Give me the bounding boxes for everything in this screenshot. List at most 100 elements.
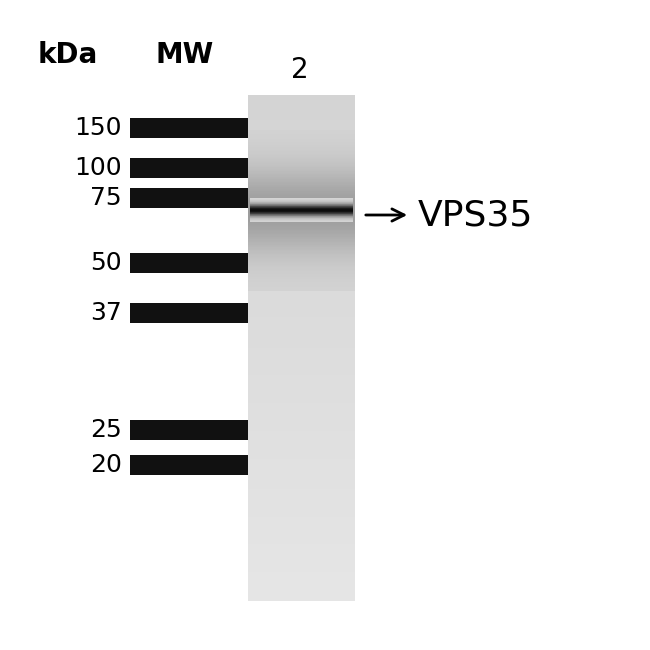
- Bar: [248, 229, 355, 232]
- Bar: [250, 217, 353, 218]
- Bar: [248, 540, 355, 542]
- Bar: [248, 280, 355, 282]
- Text: 25: 25: [90, 418, 122, 442]
- Bar: [248, 176, 355, 179]
- Bar: [130, 455, 248, 475]
- Bar: [130, 253, 248, 273]
- Bar: [250, 204, 353, 205]
- Bar: [248, 138, 355, 141]
- Bar: [250, 210, 353, 211]
- Bar: [248, 285, 355, 287]
- Bar: [248, 388, 355, 391]
- Bar: [130, 303, 248, 323]
- Bar: [248, 504, 355, 507]
- Bar: [248, 257, 355, 259]
- Bar: [248, 309, 355, 313]
- Bar: [248, 207, 355, 209]
- Bar: [248, 179, 355, 181]
- Bar: [248, 131, 355, 133]
- Bar: [130, 158, 248, 178]
- Bar: [248, 230, 355, 232]
- Bar: [248, 149, 355, 151]
- Bar: [248, 292, 355, 295]
- Bar: [248, 266, 355, 270]
- Bar: [250, 216, 353, 217]
- Bar: [248, 187, 355, 189]
- Bar: [250, 200, 353, 201]
- Bar: [248, 265, 355, 266]
- Bar: [248, 474, 355, 477]
- Bar: [248, 166, 355, 168]
- Bar: [248, 506, 355, 510]
- Bar: [248, 276, 355, 277]
- Bar: [248, 294, 355, 298]
- Bar: [248, 469, 355, 472]
- Bar: [248, 426, 355, 429]
- Text: 20: 20: [90, 453, 122, 477]
- Bar: [248, 233, 355, 235]
- Bar: [248, 438, 355, 441]
- Bar: [248, 194, 355, 196]
- Bar: [248, 545, 355, 547]
- Bar: [248, 142, 355, 144]
- Bar: [250, 207, 353, 208]
- Bar: [248, 186, 355, 189]
- Bar: [248, 456, 355, 459]
- Bar: [248, 259, 355, 262]
- Bar: [248, 200, 355, 201]
- Bar: [248, 282, 355, 285]
- Bar: [248, 532, 355, 535]
- Bar: [248, 254, 355, 256]
- Bar: [248, 168, 355, 170]
- Bar: [248, 167, 355, 169]
- Bar: [248, 125, 355, 128]
- Bar: [248, 163, 355, 166]
- Bar: [248, 411, 355, 413]
- Bar: [248, 267, 355, 269]
- Bar: [248, 209, 355, 211]
- Bar: [248, 358, 355, 361]
- Bar: [248, 148, 355, 151]
- Bar: [250, 221, 353, 222]
- Bar: [248, 443, 355, 447]
- Bar: [248, 95, 355, 98]
- Bar: [248, 234, 355, 236]
- Text: kDa: kDa: [38, 41, 98, 69]
- Bar: [248, 441, 355, 444]
- Bar: [130, 188, 248, 208]
- Bar: [248, 139, 355, 141]
- Bar: [248, 277, 355, 278]
- Bar: [248, 466, 355, 469]
- Bar: [248, 164, 355, 166]
- Bar: [248, 300, 355, 302]
- Bar: [248, 182, 355, 184]
- Bar: [248, 254, 355, 257]
- Text: 100: 100: [74, 156, 122, 180]
- Bar: [248, 446, 355, 449]
- Bar: [248, 517, 355, 520]
- Bar: [248, 494, 355, 497]
- Bar: [250, 219, 353, 220]
- Bar: [248, 274, 355, 278]
- Bar: [248, 406, 355, 409]
- Bar: [248, 128, 355, 131]
- Bar: [248, 158, 355, 161]
- Bar: [248, 140, 355, 144]
- Bar: [248, 244, 355, 246]
- Bar: [248, 519, 355, 522]
- Bar: [248, 489, 355, 492]
- Bar: [248, 289, 355, 292]
- Text: 50: 50: [90, 251, 122, 275]
- Bar: [248, 572, 355, 575]
- Bar: [250, 220, 353, 221]
- Bar: [248, 162, 355, 164]
- Bar: [248, 222, 355, 224]
- Bar: [248, 567, 355, 570]
- Bar: [248, 178, 355, 180]
- Bar: [248, 575, 355, 578]
- Bar: [248, 269, 355, 272]
- Bar: [248, 557, 355, 560]
- Bar: [248, 345, 355, 348]
- Bar: [248, 479, 355, 482]
- Bar: [248, 246, 355, 250]
